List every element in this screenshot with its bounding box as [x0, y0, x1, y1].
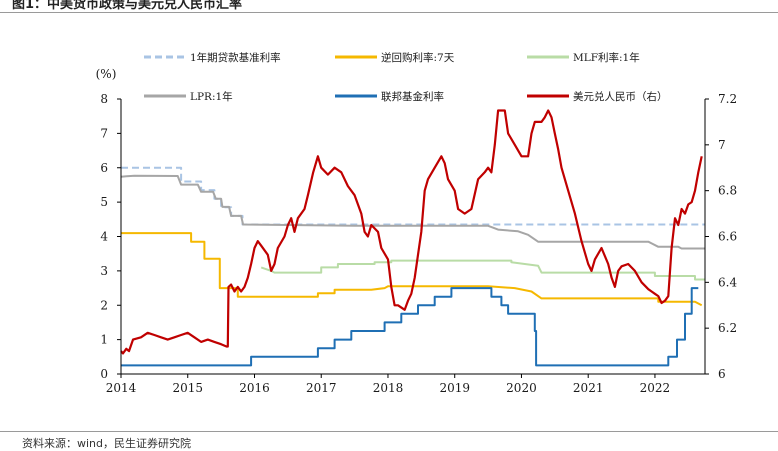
- legend-label-1: 逆回购利率:7天: [381, 51, 455, 64]
- series-line-3: [120, 174, 705, 250]
- y-left-tick-label-6: 6: [100, 161, 108, 175]
- x-tick-label-7: 2021: [573, 381, 604, 395]
- series-line-4: [121, 287, 699, 367]
- y-left-tick-label-1: 1: [100, 333, 108, 347]
- series-line-1: [121, 232, 703, 307]
- legend-label-0: 1年期贷款基准利率: [190, 51, 281, 64]
- x-tick-label-2: 2016: [239, 381, 270, 395]
- x-tick-label-0: 2014: [106, 381, 137, 395]
- y-left-tick-label-5: 5: [100, 195, 108, 209]
- bottom-rule: [0, 431, 778, 432]
- series-line-2: [260, 259, 705, 281]
- top-rule: [0, 12, 778, 13]
- y-right-tick-label-0: 6: [718, 367, 726, 381]
- series-line-0: [121, 166, 705, 226]
- y-left-tick-label-3: 3: [100, 264, 108, 278]
- y-right-tick-label-2: 6.4: [718, 275, 737, 289]
- y-left-tick-label-7: 7: [100, 126, 108, 140]
- y-left-axis-label: (%): [96, 67, 117, 81]
- y-right-tick-label-4: 6.8: [718, 184, 737, 198]
- chart: 1年期贷款基准利率 逆回购利率:7天 MLF利率:1年 LPR:1年 联邦基金利率 美元兑…: [96, 51, 738, 395]
- y-right-tick-label-3: 6.6: [718, 230, 737, 244]
- x-tick-label-5: 2019: [439, 381, 470, 395]
- x-tick-label-4: 2018: [373, 381, 404, 395]
- legend-label-3: LPR:1年: [190, 90, 233, 103]
- legend-label-4: 联邦基金利率: [381, 90, 444, 103]
- y-left-tick-label-8: 8: [100, 92, 108, 106]
- legend-label-5: 美元兑人民币（右）: [573, 90, 668, 103]
- legend: 1年期贷款基准利率 逆回购利率:7天 MLF利率:1年 LPR:1年 联邦基金利率 美元兑…: [144, 51, 668, 103]
- series-layer: [120, 109, 705, 367]
- y-right-tick-label-6: 7.2: [718, 92, 737, 106]
- x-tick-label-3: 2017: [306, 381, 337, 395]
- y-left-tick-label-0: 0: [100, 367, 108, 381]
- x-tick-label-8: 2022: [640, 381, 671, 395]
- y-left-tick-label-2: 2: [100, 298, 108, 312]
- axes: 2014 2015 2016 2017 2018 2019 2020 2021 2022 0 1 2 3…: [96, 67, 738, 395]
- y-right-tick-label-5: 7: [718, 138, 726, 152]
- source-note: 资料来源：wind，民生证券研究院: [22, 437, 192, 450]
- series-line-5: [120, 109, 703, 355]
- x-tick-label-6: 2020: [506, 381, 537, 395]
- y-left-tick-label-4: 4: [100, 230, 108, 244]
- figure-title: 图1：中美货币政策与美元兑人民币汇率: [12, 0, 243, 12]
- x-tick-label-1: 2015: [172, 381, 203, 395]
- y-right-tick-label-1: 6.2: [718, 321, 737, 335]
- legend-label-2: MLF利率:1年: [573, 51, 640, 64]
